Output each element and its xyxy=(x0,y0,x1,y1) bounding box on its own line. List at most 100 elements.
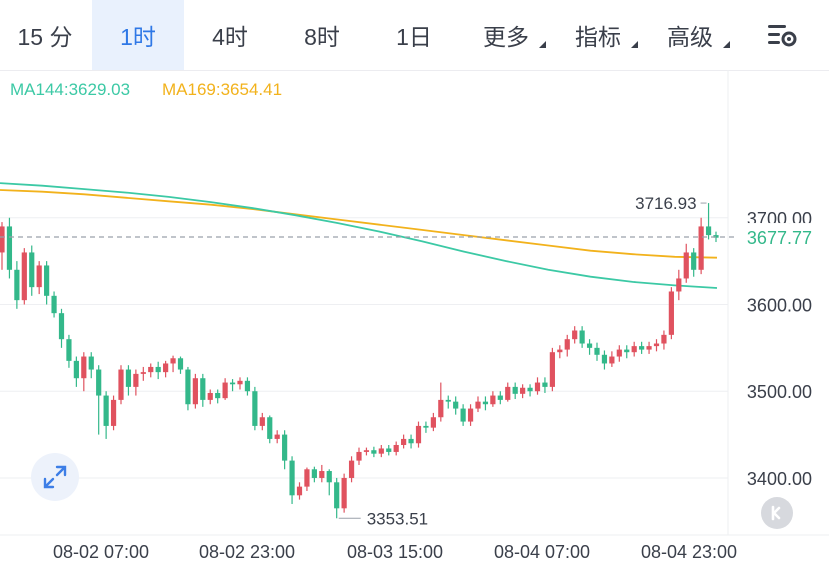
chart-settings-icon xyxy=(768,25,797,47)
y-axis-label: 3600.00 xyxy=(747,295,812,315)
candle xyxy=(356,451,362,461)
candle xyxy=(482,401,489,405)
candle xyxy=(229,382,236,385)
tab-8hour[interactable]: 8时 xyxy=(304,24,340,50)
candle xyxy=(274,434,280,439)
candle xyxy=(311,469,317,478)
tab-1day[interactable]: 1日 xyxy=(396,24,432,50)
candle xyxy=(676,278,682,292)
candle xyxy=(705,226,712,236)
candle xyxy=(237,380,243,385)
candle xyxy=(639,346,645,350)
candle xyxy=(319,471,325,478)
candle xyxy=(125,369,132,387)
candle xyxy=(289,460,295,496)
ma144-line xyxy=(0,182,718,289)
candle xyxy=(73,360,79,379)
candle xyxy=(66,339,72,361)
candle xyxy=(222,382,228,399)
candle xyxy=(401,438,407,445)
candle xyxy=(140,372,146,374)
candle xyxy=(527,387,533,392)
candle xyxy=(326,471,332,483)
dropdown-caret-icon xyxy=(539,41,546,48)
candle xyxy=(0,226,5,253)
candle xyxy=(713,235,719,238)
candle xyxy=(118,369,124,400)
expand-icon xyxy=(43,465,67,489)
candle xyxy=(207,392,213,400)
candle xyxy=(177,358,184,370)
candle xyxy=(192,378,198,405)
candle xyxy=(14,269,20,301)
y-axis-label: 3400.00 xyxy=(747,469,812,489)
ma169-line xyxy=(0,189,718,259)
candle xyxy=(557,349,563,353)
candle xyxy=(96,369,102,396)
candle xyxy=(155,366,161,373)
candle xyxy=(170,358,176,364)
ma169-legend: MA169:3654.41 xyxy=(162,80,283,99)
candle xyxy=(133,373,139,387)
tab-indicators[interactable]: 指标 xyxy=(552,0,644,70)
tab-1hour[interactable]: 1时 xyxy=(92,0,184,70)
candle xyxy=(646,346,652,350)
candle xyxy=(51,295,57,314)
candle xyxy=(616,349,622,357)
candle xyxy=(572,330,578,340)
candle xyxy=(267,417,273,439)
candle xyxy=(21,252,27,301)
candle xyxy=(378,448,384,454)
candle xyxy=(624,349,630,353)
fullscreen-button[interactable] xyxy=(31,453,79,501)
candle xyxy=(282,434,288,461)
dropdown-caret-icon xyxy=(723,41,730,48)
candle xyxy=(415,425,422,444)
candle xyxy=(594,347,600,355)
candle xyxy=(200,378,206,400)
current-price-label: 3677.77 xyxy=(747,228,812,248)
candle xyxy=(475,401,481,409)
candle xyxy=(81,356,87,379)
candle xyxy=(691,252,697,270)
candle xyxy=(408,438,414,444)
candle xyxy=(653,343,660,347)
x-axis-label: 08-03 15:00 xyxy=(347,542,443,562)
tab-15min[interactable]: 15 分 xyxy=(17,24,73,50)
candle xyxy=(430,417,436,428)
candle xyxy=(520,387,526,394)
candle xyxy=(58,313,65,340)
candle xyxy=(44,265,50,296)
candle xyxy=(185,369,191,405)
y-axis-label: 3500.00 xyxy=(747,382,812,402)
candle xyxy=(549,352,555,387)
candle xyxy=(363,450,370,452)
candle xyxy=(512,386,518,394)
candle xyxy=(29,252,35,288)
candle xyxy=(215,392,221,399)
candle xyxy=(423,425,429,428)
candle xyxy=(6,226,13,270)
low-price-label: 3353.51 xyxy=(367,509,428,528)
scroll-to-latest-button[interactable] xyxy=(761,497,793,529)
candle xyxy=(631,346,637,353)
chart-settings-button[interactable] xyxy=(760,14,804,56)
tab-advanced[interactable]: 高级 xyxy=(644,0,736,70)
candle xyxy=(148,366,154,373)
tab-more[interactable]: 更多 xyxy=(460,0,552,70)
candle xyxy=(163,363,169,373)
candle xyxy=(334,482,340,509)
candle xyxy=(586,343,593,348)
candle xyxy=(698,226,704,270)
candle xyxy=(453,401,459,409)
candle xyxy=(244,380,251,392)
candle xyxy=(296,486,303,496)
candle xyxy=(505,386,511,400)
tab-4hour[interactable]: 4时 xyxy=(212,24,248,50)
candle xyxy=(252,391,258,426)
x-axis-label: 08-02 23:00 xyxy=(199,542,295,562)
x-axis-label: 08-04 23:00 xyxy=(641,542,737,562)
candle xyxy=(460,408,466,422)
candle xyxy=(668,291,674,335)
